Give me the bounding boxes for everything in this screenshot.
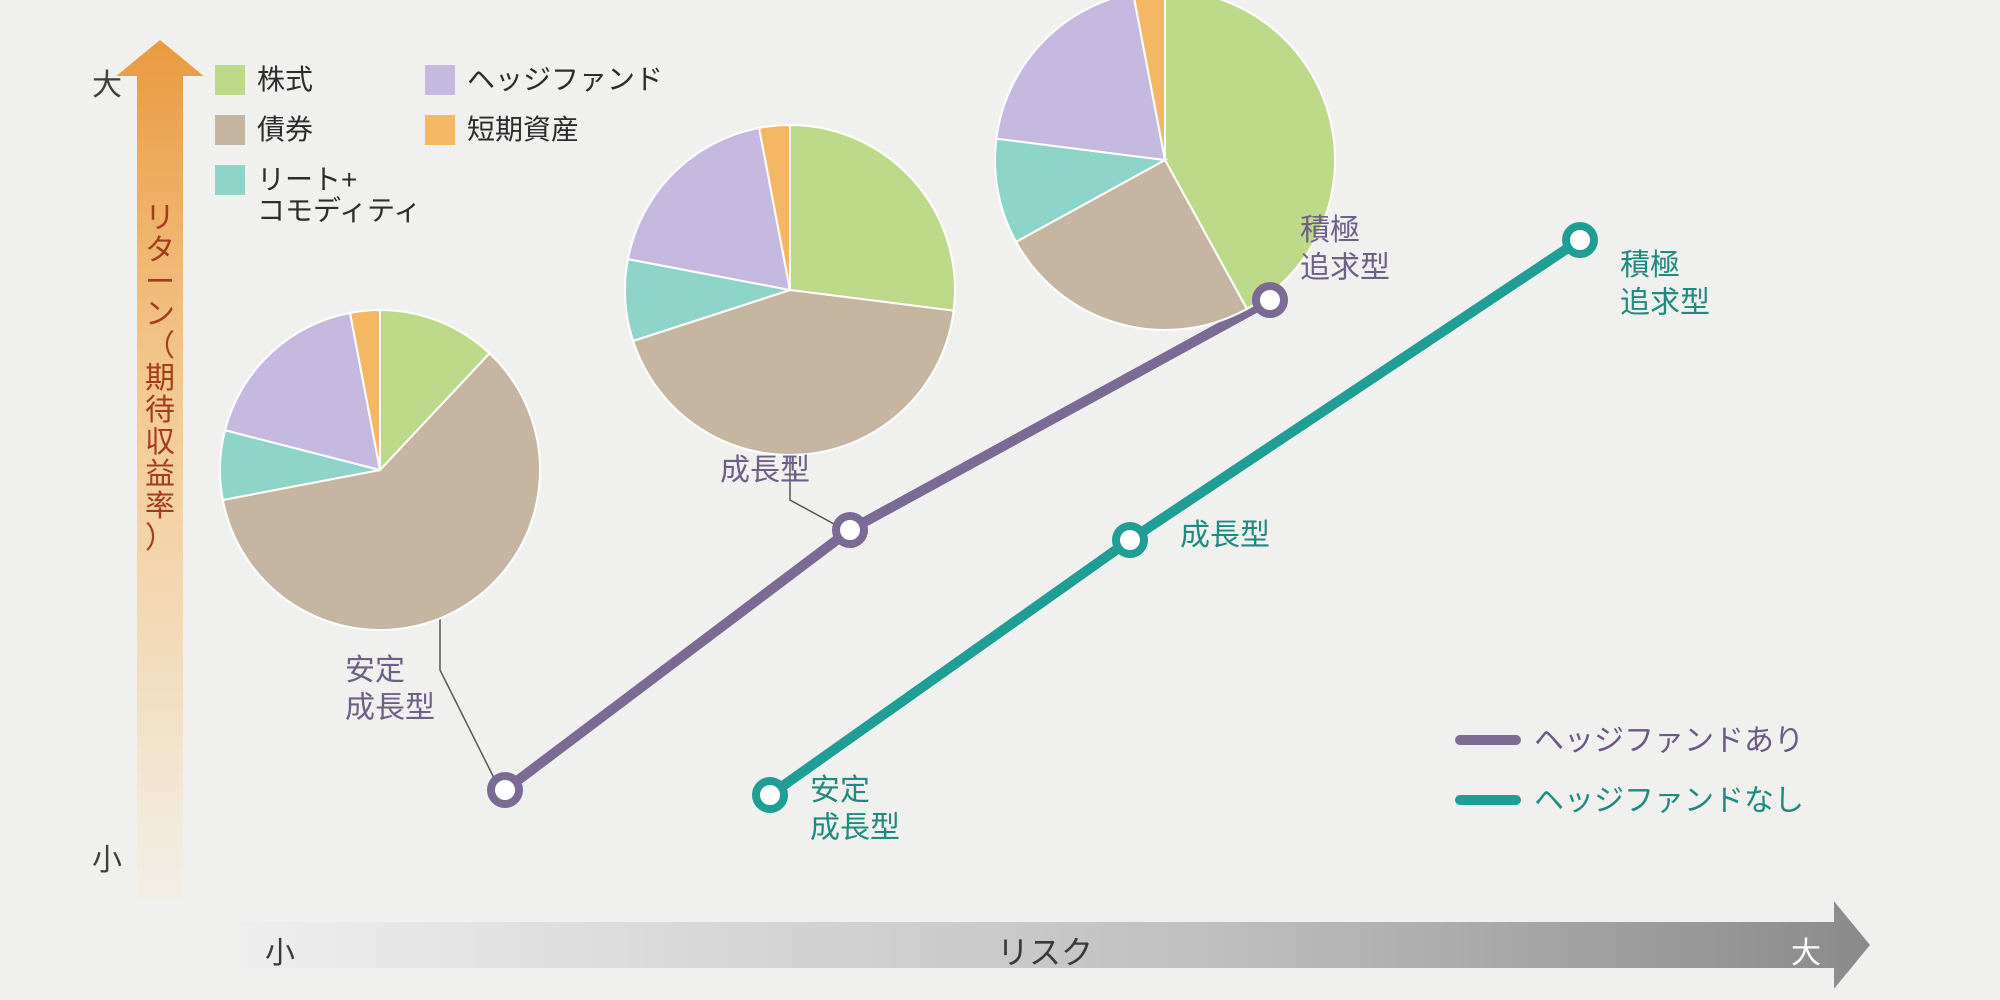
legend-swatch: [215, 115, 245, 145]
legend-label: 短期資産: [467, 114, 579, 145]
svg-text:（: （: [145, 330, 175, 363]
point-label-with-hedge-0: 安定: [345, 654, 405, 687]
svg-text:収: 収: [145, 426, 175, 459]
marker-without-hedge-0: [756, 781, 784, 809]
asset-legend: 株式債券リート+コモディティ ヘッジファンド短期資産: [215, 64, 663, 226]
y-axis-label: リターン（期待収益率）: [145, 202, 175, 555]
point-label-with-hedge-2: 追求型: [1300, 252, 1390, 285]
marker-with-hedge-2: [1256, 286, 1284, 314]
x-axis-tick-high: 大: [1791, 937, 1821, 970]
svg-text:タ: タ: [145, 234, 175, 267]
legend-swatch: [425, 115, 455, 145]
marker-without-hedge-1: [1116, 526, 1144, 554]
marker-with-hedge-1: [836, 516, 864, 544]
line-legend-label: ヘッジファンドあり: [1534, 725, 1804, 758]
svg-text:益: 益: [145, 458, 175, 491]
pie-aggressive: [995, 0, 1335, 330]
legend-swatch: [425, 65, 455, 95]
point-label-without-hedge-2: 積極: [1620, 249, 1680, 282]
line-legend-label: ヘッジファンドなし: [1534, 785, 1804, 818]
point-label-without-hedge-0: 成長型: [810, 812, 900, 845]
pie-charts: [220, 0, 1335, 630]
svg-text:期: 期: [145, 362, 175, 395]
legend-swatch: [215, 165, 245, 195]
point-label-with-hedge-0: 成長型: [345, 692, 435, 725]
point-label-with-hedge-1: 成長型: [720, 454, 810, 487]
legend-swatch: [215, 65, 245, 95]
series-markers: 安定成長型成長型積極追求型安定成長型成長型積極追求型: [345, 214, 1710, 845]
connector-stable-growth: [440, 618, 500, 790]
svg-text:待: 待: [145, 394, 175, 427]
point-label-without-hedge-1: 成長型: [1180, 519, 1270, 552]
risk-return-chart: リターン（期待収益率）大小リスク小大安定成長型成長型積極追求型安定成長型成長型積…: [0, 0, 2000, 1000]
svg-text:）: ）: [145, 522, 175, 555]
svg-text:ン: ン: [145, 298, 175, 331]
pie-stable-growth: [220, 310, 540, 630]
y-axis-tick-high: 大: [92, 69, 122, 102]
point-label-with-hedge-2: 積極: [1300, 214, 1360, 247]
pie-growth: [625, 125, 955, 455]
legend-label: 債券: [257, 114, 313, 145]
legend-label: ヘッジファンド: [467, 64, 663, 95]
point-label-without-hedge-0: 安定: [810, 774, 870, 807]
pie-slice: [790, 125, 955, 311]
marker-without-hedge-2: [1566, 226, 1594, 254]
svg-text:率: 率: [145, 490, 175, 523]
svg-text:リ: リ: [145, 202, 175, 235]
x-axis-tick-low: 小: [265, 937, 295, 970]
y-axis-tick-low: 小: [92, 844, 122, 877]
legend-label: リート+: [257, 164, 357, 195]
legend-label: 株式: [257, 64, 313, 95]
marker-with-hedge-0: [491, 776, 519, 804]
line-legend: ヘッジファンドありヘッジファンドなし: [1460, 725, 1804, 818]
svg-text:ー: ー: [145, 266, 175, 299]
legend-label: コモディティ: [257, 195, 421, 226]
x-axis-label: リスク: [997, 934, 1093, 970]
point-label-without-hedge-2: 追求型: [1620, 287, 1710, 320]
